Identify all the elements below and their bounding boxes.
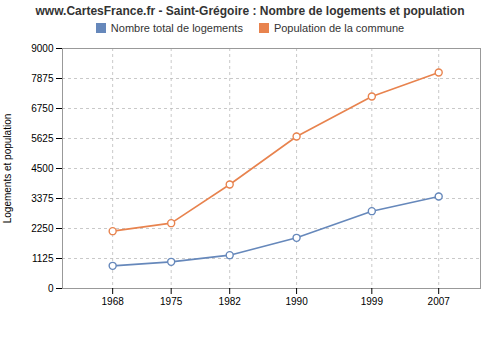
svg-text:1982: 1982 [219, 296, 242, 307]
svg-text:Logements et population: Logements et population [2, 114, 13, 224]
svg-text:4500: 4500 [31, 163, 54, 174]
svg-text:5625: 5625 [31, 133, 54, 144]
svg-text:2007: 2007 [428, 296, 451, 307]
svg-text:7875: 7875 [31, 73, 54, 84]
svg-text:6750: 6750 [31, 103, 54, 114]
svg-text:1975: 1975 [160, 296, 183, 307]
html-text:www.CartesFrance.fr - Saint-Gr: www.CartesFrance.fr - Saint-Grégoire : N… [35, 4, 465, 18]
svg-text:1999: 1999 [361, 296, 384, 307]
svg-text:1125: 1125 [32, 253, 54, 264]
html-text:Population de la commune: Population de la commune [273, 22, 405, 34]
svg-text:1990: 1990 [285, 296, 308, 307]
svg-text:2250: 2250 [31, 223, 54, 234]
html-text:Nombre total de logements: Nombre total de logements [110, 22, 243, 34]
svg-text:9000: 9000 [31, 43, 54, 54]
svg-text:1968: 1968 [102, 296, 125, 307]
svg-text:0: 0 [48, 283, 54, 294]
svg-text:3375: 3375 [31, 193, 54, 204]
